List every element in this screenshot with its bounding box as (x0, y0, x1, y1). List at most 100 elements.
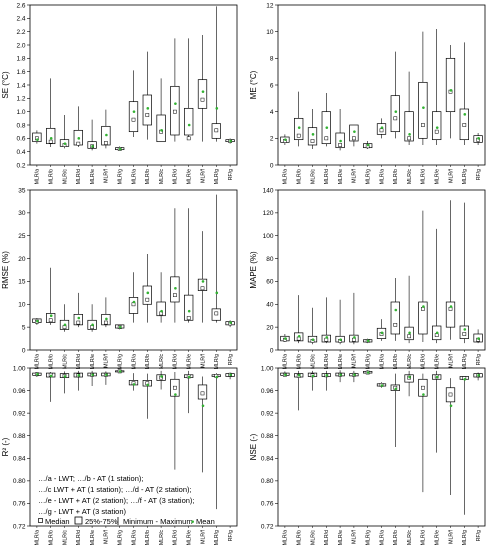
mape-category-label: MLR/d (324, 354, 330, 369)
legend-mean-label: Mean (196, 517, 215, 526)
mean-marker (325, 126, 329, 129)
r2-box-4 (87, 370, 97, 387)
iqr-box (142, 285, 152, 305)
nse-box-14 (473, 372, 483, 381)
mean-marker (394, 308, 398, 312)
rmse-box-2 (59, 304, 70, 332)
mean-marker (174, 286, 177, 290)
iqr-box (46, 313, 56, 323)
r2-category-label: MLR/g (118, 530, 124, 545)
nse-category-label: MLR/d (324, 530, 330, 545)
r2-box-9 (156, 370, 166, 390)
mape-ytick-label: 80 (266, 256, 274, 263)
legend-iqr-box (74, 516, 83, 525)
se-category-label: MLR/b (49, 169, 55, 184)
mean-marker (353, 130, 356, 133)
me-ytick-label: 8 (270, 56, 274, 63)
se-category-label: MLR/d (173, 169, 179, 184)
mean-marker (105, 373, 108, 377)
se-ytick-label: 2.4 (16, 16, 25, 23)
se-ytick-label: 2.0 (16, 42, 25, 49)
mean-marker (463, 113, 467, 116)
mean-marker (36, 372, 39, 376)
mean-marker (284, 138, 287, 141)
rmse-panel: 0 5 10 15 20 25 30 35 RMSE (%) MLR/a MLR/b MLR/c MLR… (1, 187, 238, 369)
rmse-box-0 (32, 318, 42, 325)
mean-marker (284, 373, 287, 377)
mean-marker (339, 338, 342, 342)
mean-marker (297, 334, 301, 338)
rmse-ytick-label: 10 (18, 302, 26, 309)
iqr-box (184, 294, 194, 321)
median-marker (379, 128, 384, 133)
mean-marker (160, 129, 163, 132)
mape-box-2 (307, 307, 318, 345)
me-category-label: RF/g (476, 169, 482, 180)
r2-box-13 (211, 373, 221, 510)
rmse-category-label: MLR/b (49, 354, 55, 369)
mean-marker (449, 89, 453, 92)
legend-median-marker (38, 518, 43, 523)
r2-box-5 (101, 371, 111, 385)
nse-ytick-label: 0.80 (261, 478, 274, 485)
rmse-category-label: MLR/a (35, 354, 41, 369)
mean-marker (187, 123, 191, 127)
median-marker (214, 311, 219, 316)
rmse-category-label: MLR/c (159, 354, 165, 369)
mean-marker (160, 309, 163, 313)
r2-category-label: MLR/e (187, 530, 193, 545)
median-marker (131, 117, 136, 122)
mean-marker (36, 138, 39, 141)
nse-category-label: MLR/a (283, 530, 289, 545)
rmse-ytick-label: 0 (22, 347, 26, 354)
se-category-label: MLR/g (118, 169, 124, 184)
mean-marker (146, 383, 150, 387)
chart-panels: 0.2 0.4 0.6 0.8 1.0 1.2 1.4 1.6 1.8 2.0 2.2 2.4 2.6 S… (1, 2, 486, 545)
mean-marker (187, 309, 191, 313)
iqr-box (404, 111, 414, 142)
iqr-box (46, 127, 56, 145)
se-box-8 (142, 51, 152, 140)
rmse-box-13 (211, 194, 221, 323)
median-marker (145, 297, 150, 302)
nse-box-8 (390, 373, 400, 447)
se-category-label: MLR/e (187, 169, 193, 184)
mean-marker (284, 337, 287, 340)
mean-marker (201, 280, 205, 283)
median-marker (173, 293, 177, 297)
nse-box-7 (376, 382, 387, 388)
nse-category-label: MLR/b (393, 530, 399, 545)
nse-panel: 0.72 0.76 0.80 0.84 0.88 0.92 0.96 1.00 NSE (-) M… (249, 365, 486, 545)
mean-marker (353, 336, 356, 339)
iqr-box (197, 79, 208, 109)
iqr-box (445, 57, 456, 113)
iqr-box (307, 127, 318, 146)
nse-box-12 (445, 378, 456, 495)
mean-marker (63, 323, 67, 327)
mean-marker (366, 371, 370, 374)
mape-box-14 (473, 329, 483, 344)
median-marker (186, 136, 191, 141)
mean-marker (297, 126, 301, 129)
rmse-category-label: MLR/g (118, 354, 124, 369)
se-category-label: MLR/c (159, 169, 165, 184)
median-marker (214, 128, 219, 133)
nse-box-6 (363, 370, 373, 375)
rmse-box-12 (197, 231, 208, 323)
mean-marker (146, 291, 150, 295)
nse-box-2 (307, 370, 318, 391)
mape-box-5 (349, 292, 359, 345)
r2-category-label: MLR/f (104, 529, 110, 543)
median-marker (104, 141, 108, 145)
mean-marker (229, 321, 232, 324)
mape-box-12 (445, 200, 456, 340)
mean-marker (311, 338, 315, 342)
rmse-category-label: MLR/g (214, 354, 220, 369)
mean-marker (297, 374, 301, 377)
mean-marker (339, 373, 342, 377)
iqr-box (156, 114, 166, 143)
nse-category-label: MLR/a (379, 530, 385, 545)
se-panel: 0.2 0.4 0.6 0.8 1.0 1.2 1.4 1.6 1.8 2.0 2.2 2.4 2.6 S… (1, 2, 238, 184)
median-marker (434, 129, 439, 134)
mean-marker (105, 317, 108, 321)
